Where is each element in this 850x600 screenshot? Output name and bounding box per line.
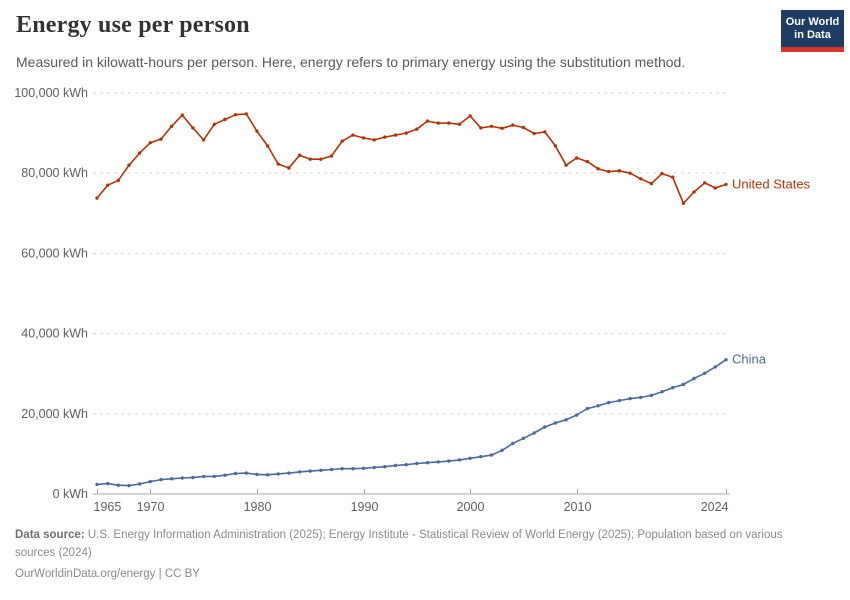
chart-canvas[interactable]: 0 kWh 20,000 kWh 40,000 kWh 60,000 kWh 80,00… — [0, 80, 850, 520]
y-gridlines: 0 kWh 20,000 kWh 40,000 kWh 60,000 kWh 80,00… — [14, 86, 730, 501]
x-axis-label: 1980 — [244, 500, 272, 514]
x-axis: 1965 1970 1980 1990 2000 2010 2024 — [94, 489, 729, 514]
owid-logo-line2: in Data — [794, 29, 831, 41]
y-axis-label: 100,000 kWh — [14, 86, 88, 100]
x-axis-label: 2010 — [564, 500, 592, 514]
owid-logo[interactable]: Our World in Data — [781, 10, 844, 52]
data-source-text: U.S. Energy Information Administration (… — [15, 529, 783, 559]
series-united-states[interactable]: United States — [95, 112, 811, 205]
y-axis-label: 40,000 kWh — [21, 327, 88, 341]
x-axis-label: 1970 — [137, 500, 165, 514]
chart-subtitle: Measured in kilowatt-hours per person. H… — [16, 54, 686, 70]
y-axis-label: 20,000 kWh — [21, 407, 88, 421]
line-china[interactable] — [96, 359, 727, 487]
y-axis-label: 0 kWh — [53, 487, 88, 501]
chart-title: Energy use per person — [16, 12, 250, 38]
license-label: CC BY — [164, 567, 200, 580]
owid-logo-line1: Our World — [785, 16, 840, 28]
footer-separator: | — [155, 567, 165, 580]
x-axis-label: 2024 — [701, 500, 729, 514]
data-source-label: Data source: — [15, 529, 85, 541]
chart-footer: Data source: U.S. Energy Information Adm… — [15, 527, 785, 583]
x-axis-label: 1990 — [351, 500, 379, 514]
owid-url[interactable]: OurWorldinData.org/energy — [15, 567, 156, 580]
x-axis-label: 2000 — [457, 500, 485, 514]
data-source-line: Data source: U.S. Energy Information Adm… — [15, 527, 785, 563]
y-axis-label: 80,000 kWh — [21, 166, 88, 180]
series-china[interactable]: China — [95, 352, 767, 488]
series-label-united-states[interactable]: United States — [732, 176, 811, 191]
line-united-states[interactable] — [96, 113, 727, 205]
footer-link-line: OurWorldinData.org/energy | CC BY — [15, 566, 785, 584]
series-label-china[interactable]: China — [732, 352, 767, 367]
x-axis-label: 1965 — [94, 500, 122, 514]
y-axis-label: 60,000 kWh — [21, 247, 88, 261]
